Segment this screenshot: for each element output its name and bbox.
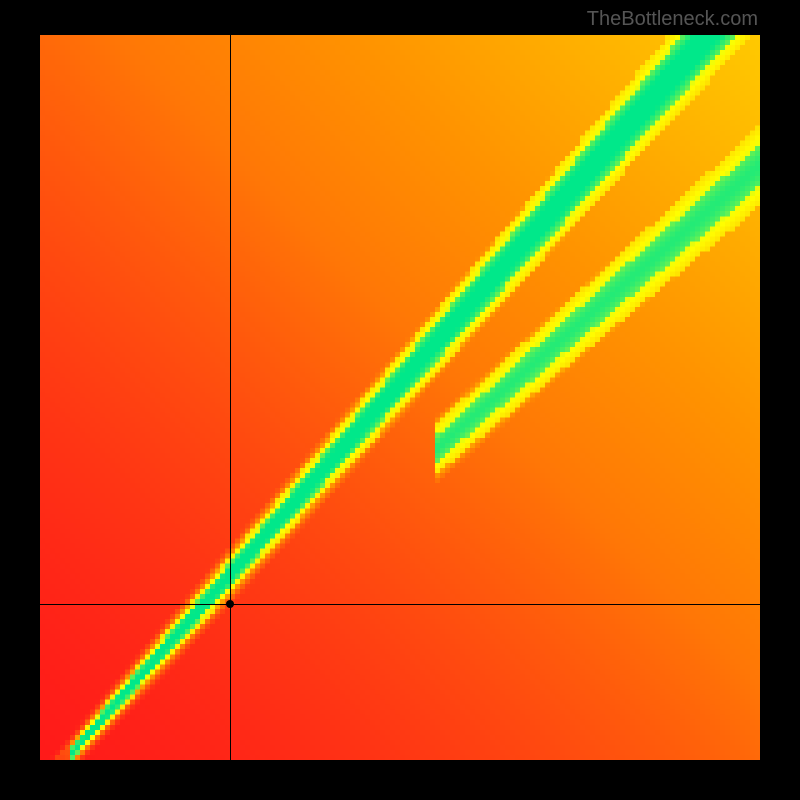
selection-marker[interactable] — [226, 600, 234, 608]
plot-area — [40, 35, 760, 760]
crosshair-vertical — [230, 35, 231, 760]
watermark-text: TheBottleneck.com — [587, 8, 758, 31]
bottleneck-heatmap — [40, 35, 760, 760]
crosshair-horizontal — [40, 604, 760, 605]
